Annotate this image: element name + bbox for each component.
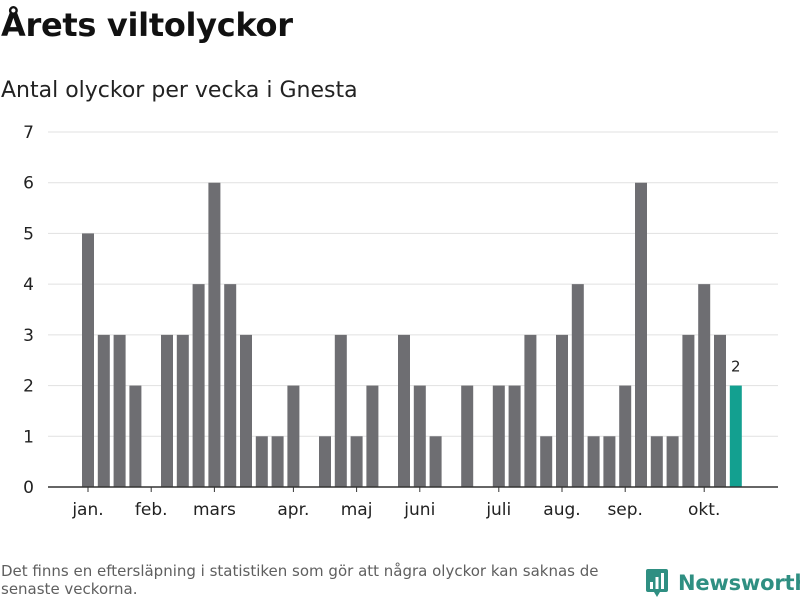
bar [461, 385, 474, 487]
x-tick-label: jan. [71, 500, 103, 520]
bar [97, 334, 110, 487]
chart-subtitle: Antal olyckor per vecka i Gnesta [1, 78, 358, 103]
x-tick-label: mars [193, 500, 236, 520]
x-tick-label: okt. [688, 500, 720, 520]
bar [161, 334, 173, 487]
x-tick-label: aug. [543, 500, 580, 520]
bar [698, 284, 711, 487]
x-tick-label: apr. [277, 500, 309, 520]
brand-name: Newsworthy [678, 571, 800, 595]
x-tick-label: juli [485, 500, 511, 520]
chart-title: Årets viltolyckor [1, 6, 293, 44]
bar [635, 182, 647, 487]
x-tick-label: maj [341, 500, 373, 520]
bar [714, 334, 726, 487]
bar [192, 284, 205, 487]
bar [492, 385, 505, 487]
bar [287, 385, 300, 487]
bar [82, 233, 94, 487]
bar [508, 385, 521, 487]
y-tick-label: 6 [23, 174, 34, 194]
data-labels: 2 [731, 358, 741, 376]
y-tick-label: 2 [23, 377, 34, 397]
y-tick-label: 1 [23, 427, 34, 447]
bar [666, 436, 679, 487]
bar-chart: 0 1 2 3 4 5 6 7 jan. feb. mars apr. maj juni juli aug.… [23, 123, 778, 520]
data-label-highlight: 2 [731, 358, 741, 376]
y-tick-label: 4 [23, 275, 34, 295]
bar [540, 436, 553, 487]
y-tick-label: 3 [23, 326, 34, 346]
bar [113, 334, 126, 487]
bar [429, 436, 442, 487]
bar [619, 385, 632, 487]
x-tick-label: juni [403, 500, 435, 520]
bar [271, 436, 284, 487]
x-axis-ticks: jan. feb. mars apr. maj juni juli aug. sep. okt. [71, 487, 720, 520]
y-tick-label: 0 [23, 478, 34, 498]
bar [350, 436, 363, 487]
footnote: Det finns en eftersläpning i statistiken… [1, 562, 599, 598]
x-tick-label: sep. [607, 500, 643, 520]
bar [524, 334, 537, 487]
bar [240, 334, 252, 487]
bar [366, 385, 379, 487]
bar [556, 334, 568, 487]
x-tick-label: feb. [135, 500, 168, 520]
bars [82, 182, 742, 487]
bar [208, 182, 221, 487]
y-tick-label: 5 [23, 224, 34, 244]
grid-lines [48, 131, 778, 437]
bar [603, 436, 616, 487]
bar [319, 436, 331, 487]
bar [398, 334, 410, 487]
bar [224, 284, 237, 487]
bar [129, 385, 142, 487]
bar [571, 284, 584, 487]
bar [682, 334, 695, 487]
y-axis-ticks: 0 1 2 3 4 5 6 7 [23, 123, 34, 498]
bar [587, 436, 600, 487]
bar [176, 334, 189, 487]
bar [413, 385, 426, 487]
bar [334, 334, 347, 487]
bar [255, 436, 268, 487]
bar [650, 436, 663, 487]
newsworthy-logo-icon [646, 569, 668, 597]
bar-highlight [729, 385, 742, 487]
y-tick-label: 7 [23, 123, 34, 143]
brand-logo: Newsworthy [644, 568, 800, 598]
